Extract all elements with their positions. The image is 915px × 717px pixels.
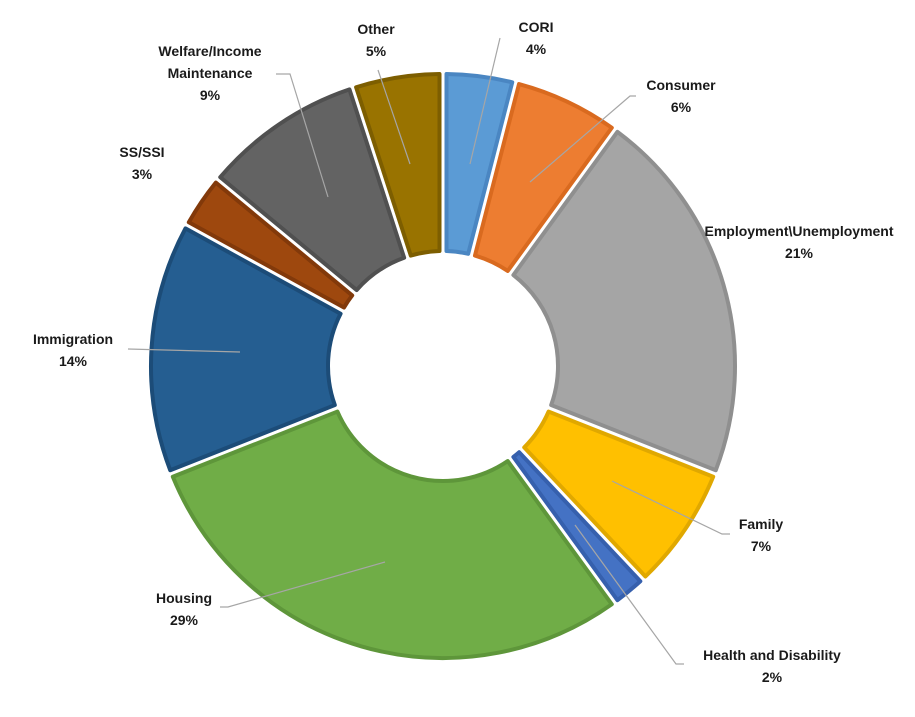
data-label-family: Family 7%: [739, 516, 784, 554]
data-label-name-health: Health and Disability: [703, 647, 841, 663]
data-label-employment: Employment\Unemployment 21%: [704, 223, 893, 261]
data-label-ssssi: SS/SSI 3%: [119, 144, 164, 182]
leader-line-family: [611, 480, 730, 535]
data-label-value-other: 5%: [366, 43, 387, 59]
labels-layer: CORI 4% Consumer 6% Employment\Unemployment 2…: [33, 19, 894, 685]
leader-line-welfare: [276, 73, 329, 198]
slice-consumer: [472, 82, 614, 273]
data-label-value-family: 7%: [751, 538, 772, 554]
slice-housing: [170, 409, 614, 660]
slice-ssssi: [186, 180, 355, 310]
data-label-value-cori: 4%: [526, 41, 547, 57]
data-label-other: Other 5%: [357, 21, 395, 59]
slice-other: [354, 72, 442, 258]
data-label-value-welfare: 9%: [200, 87, 221, 103]
slice-health: [511, 450, 643, 603]
leader-line-housing: [220, 561, 386, 608]
leader-line-other: [377, 69, 411, 165]
data-label-name-other: Other: [357, 21, 395, 37]
slices-layer: [149, 72, 737, 660]
data-label-name-ssssi: SS/SSI: [119, 144, 164, 160]
data-label-name-employment: Employment\Unemployment: [704, 223, 893, 239]
data-label-immigration: Immigration 14%: [33, 331, 113, 369]
leader-line-cori: [469, 37, 501, 165]
data-label-name-consumer: Consumer: [646, 77, 716, 93]
slice-family: [522, 409, 716, 579]
leader-lines-layer: [127, 37, 730, 665]
data-label-consumer: Consumer 6%: [646, 77, 716, 115]
data-label-welfare: Welfare/Income Maintenance 9%: [158, 43, 261, 103]
slice-welfare: [218, 87, 407, 293]
slice-cori: [444, 72, 515, 256]
slice-employment: [511, 129, 737, 473]
data-label-value-employment: 21%: [785, 245, 814, 261]
leader-line-immigration: [127, 348, 241, 353]
data-label-cori: CORI 4%: [519, 19, 554, 57]
leader-line-consumer: [529, 95, 636, 183]
data-label-value-health: 2%: [762, 669, 783, 685]
data-label-value-consumer: 6%: [671, 99, 692, 115]
data-label-value-housing: 29%: [170, 612, 199, 628]
data-label-name-cori: CORI: [519, 19, 554, 35]
data-label-value-immigration: 14%: [59, 353, 88, 369]
data-label-name-housing: Housing: [156, 590, 212, 606]
slice-immigration: [149, 226, 343, 473]
data-label-housing: Housing 29%: [156, 590, 212, 628]
data-label-value-ssssi: 3%: [132, 166, 153, 182]
data-label-name-family: Family: [739, 516, 784, 532]
leader-line-health: [574, 524, 684, 665]
data-label-name-immigration: Immigration: [33, 331, 113, 347]
data-label-health: Health and Disability 2%: [703, 647, 841, 685]
data-label-name-welfare: Welfare/Income: [158, 43, 261, 59]
data-label-name-welfare: Maintenance: [168, 65, 253, 81]
